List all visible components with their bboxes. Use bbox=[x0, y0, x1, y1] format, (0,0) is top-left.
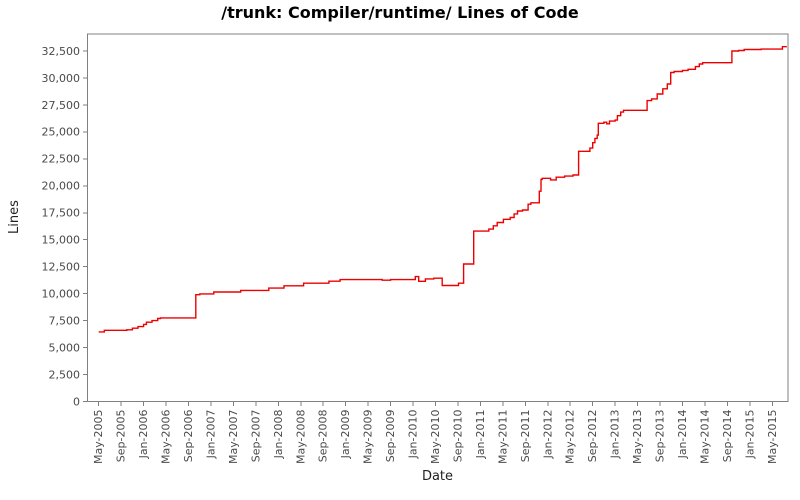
x-tick-label: Sep-2007 bbox=[249, 410, 262, 463]
y-tick-label: 27,500 bbox=[42, 99, 81, 112]
x-tick-label: May-2007 bbox=[227, 410, 240, 465]
x-tick-label: May-2013 bbox=[631, 410, 644, 465]
x-tick-label: May-2014 bbox=[698, 410, 711, 465]
y-tick-label: 5,000 bbox=[49, 341, 81, 354]
x-tick-label: Sep-2005 bbox=[115, 410, 128, 463]
y-tick-label: 25,000 bbox=[42, 126, 81, 139]
x-tick-label: Sep-2014 bbox=[721, 410, 734, 463]
x-tick-label: Jan-2015 bbox=[743, 410, 756, 460]
y-tick-label: 7,500 bbox=[49, 314, 81, 327]
x-tick-label: Jan-2007 bbox=[204, 410, 217, 460]
x-tick-label: Jan-2014 bbox=[676, 410, 689, 460]
x-tick-label: Sep-2009 bbox=[384, 410, 397, 463]
x-tick-label: Sep-2013 bbox=[654, 410, 667, 463]
x-tick-label: May-2006 bbox=[160, 410, 173, 465]
x-tick-label: May-2009 bbox=[362, 410, 375, 465]
x-tick-label: May-2012 bbox=[564, 410, 577, 465]
y-tick-label: 30,000 bbox=[42, 72, 81, 85]
x-tick-label: Jan-2012 bbox=[541, 410, 554, 460]
x-tick-label: Jan-2011 bbox=[474, 410, 487, 460]
x-tick-label: Jan-2009 bbox=[339, 410, 352, 460]
x-tick-label: Sep-2008 bbox=[317, 410, 330, 463]
x-tick-label: Jan-2010 bbox=[407, 410, 420, 460]
y-tick-label: 22,500 bbox=[42, 153, 81, 166]
chart-title: /trunk: Compiler/runtime/ Lines of Code bbox=[221, 3, 579, 22]
x-tick-label: Jan-2008 bbox=[272, 410, 285, 460]
x-tick-label: Sep-2010 bbox=[451, 410, 464, 463]
series-line bbox=[98, 46, 787, 333]
y-tick-label: 20,000 bbox=[42, 180, 81, 193]
x-axis-title: Date bbox=[421, 469, 454, 484]
y-tick-label: 17,500 bbox=[42, 207, 81, 220]
y-tick-label: 0 bbox=[73, 395, 80, 408]
x-tick-label: May-2005 bbox=[92, 410, 105, 465]
y-tick-label: 15,000 bbox=[42, 234, 81, 247]
x-tick-label: Jan-2013 bbox=[609, 410, 622, 460]
x-tick-label: Sep-2011 bbox=[519, 410, 532, 463]
y-tick-label: 32,500 bbox=[42, 45, 81, 58]
x-tick-label: Jan-2006 bbox=[137, 410, 150, 460]
y-tick-label: 10,000 bbox=[42, 287, 81, 300]
x-tick-label: May-2011 bbox=[496, 410, 509, 465]
x-tick-label: May-2008 bbox=[294, 410, 307, 465]
y-tick-label: 12,500 bbox=[42, 261, 81, 274]
x-tick-label: Sep-2012 bbox=[586, 410, 599, 463]
plot-border bbox=[87, 33, 789, 402]
y-tick-label: 2,500 bbox=[49, 368, 81, 381]
x-tick-label: May-2010 bbox=[429, 410, 442, 465]
x-tick-label: Sep-2006 bbox=[182, 410, 195, 463]
x-tick-label: May-2015 bbox=[766, 410, 779, 465]
y-axis-title: Lines bbox=[7, 200, 22, 234]
